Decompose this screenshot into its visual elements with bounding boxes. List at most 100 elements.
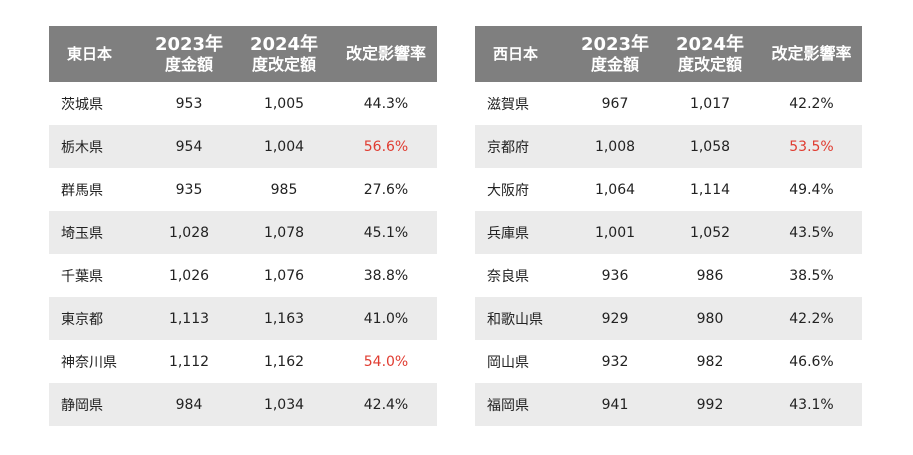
amount-2024-cell: 1,052 xyxy=(659,211,761,254)
header-2024-revised: 2024年 度改定額 xyxy=(659,26,761,82)
amount-2023-cell: 984 xyxy=(145,383,233,426)
amount-2023-cell: 1,026 xyxy=(168,267,210,284)
prefecture-cell: 滋賀県 xyxy=(487,96,529,113)
amount-2023-cell: 1,028 xyxy=(145,211,233,254)
prefecture-cell: 大阪府 xyxy=(487,182,529,199)
east-table-body: 茨城県 953 1,005 44.3% 栃木県 954 1,004 56.6% 群馬県 935 98… xyxy=(49,82,437,426)
header-2024-revised: 2024年 度改定額 xyxy=(233,26,335,82)
prefecture-cell: 奈良県 xyxy=(487,268,529,285)
table-header-row: 西日本 2023年 度金額 2024年 度改定額 改定影響率 xyxy=(475,26,862,82)
table-row: 大阪府 1,064 1,114 49.4% xyxy=(475,168,862,211)
east-japan-table: 東日本 2023年 度金額 2024年 度改定額 改定影響率 茨城県 953 1,0… xyxy=(49,26,437,426)
header-2024-line1: 2024年 xyxy=(249,34,319,55)
impact-rate-cell: 56.6% xyxy=(335,125,437,168)
header-2023-amount: 2023年 度金額 xyxy=(145,26,233,82)
impact-rate-cell: 38.8% xyxy=(363,267,409,284)
amount-2024-cell: 980 xyxy=(659,297,761,340)
table-row: 兵庫県 1,001 1,052 43.5% xyxy=(475,211,862,254)
table-row: 群馬県 935 985 27.6% xyxy=(49,168,437,211)
prefecture-cell: 兵庫県 xyxy=(475,211,571,254)
amount-2023-cell: 936 xyxy=(601,267,629,284)
table-row: 和歌山県 929 980 42.2% xyxy=(475,297,862,340)
amount-2024-cell: 1,163 xyxy=(233,297,335,340)
impact-rate-cell: 53.5% xyxy=(761,125,862,168)
amount-2023-cell: 953 xyxy=(175,95,203,112)
amount-2023-cell: 1,001 xyxy=(571,211,659,254)
impact-rate-cell: 45.1% xyxy=(335,211,437,254)
table-row: 静岡県 984 1,034 42.4% xyxy=(49,383,437,426)
prefecture-cell: 和歌山県 xyxy=(475,297,571,340)
impact-rate-cell: 49.4% xyxy=(789,181,834,198)
amount-2024-cell: 985 xyxy=(270,181,298,198)
table-row: 滋賀県 967 1,017 42.2% xyxy=(475,82,862,125)
impact-rate-cell: 44.3% xyxy=(363,95,409,112)
west-table-body: 滋賀県 967 1,017 42.2% 京都府 1,008 1,058 53.5% 大阪府 1,0… xyxy=(475,82,862,426)
table-header-row: 東日本 2023年 度金額 2024年 度改定額 改定影響率 xyxy=(49,26,437,82)
amount-2024-cell: 1,058 xyxy=(659,125,761,168)
amount-2023-cell: 967 xyxy=(601,95,629,112)
prefecture-cell: 静岡県 xyxy=(49,383,145,426)
amount-2023-cell: 1,064 xyxy=(594,181,636,198)
header-2023-line2: 度金額 xyxy=(590,55,639,74)
amount-2024-cell: 1,078 xyxy=(233,211,335,254)
table-row: 神奈川県 1,112 1,162 54.0% xyxy=(49,340,437,383)
table-row: 埼玉県 1,028 1,078 45.1% xyxy=(49,211,437,254)
table-row: 茨城県 953 1,005 44.3% xyxy=(49,82,437,125)
table-row: 岡山県 932 982 46.6% xyxy=(475,340,862,383)
prefecture-cell: 福岡県 xyxy=(475,383,571,426)
amount-2024-cell: 1,004 xyxy=(233,125,335,168)
prefecture-cell: 群馬県 xyxy=(61,182,103,199)
amount-2024-cell: 986 xyxy=(696,267,724,284)
impact-rate-cell: 54.0% xyxy=(363,353,409,370)
header-impact-rate: 改定影響率 xyxy=(761,26,862,82)
amount-2024-cell: 1,017 xyxy=(689,95,731,112)
amount-2024-cell: 1,162 xyxy=(263,353,305,370)
prefecture-cell: 栃木県 xyxy=(49,125,145,168)
header-2023-line2: 度金額 xyxy=(164,55,213,74)
impact-rate-cell: 41.0% xyxy=(335,297,437,340)
table-row: 東京都 1,113 1,163 41.0% xyxy=(49,297,437,340)
header-2024-line2: 度改定額 xyxy=(251,55,316,74)
impact-rate-cell: 27.6% xyxy=(363,181,409,198)
amount-2023-cell: 929 xyxy=(571,297,659,340)
amount-2024-cell: 1,005 xyxy=(263,95,305,112)
header-2023-line1: 2023年 xyxy=(580,34,650,55)
amount-2024-cell: 1,076 xyxy=(263,267,305,284)
impact-rate-cell: 42.2% xyxy=(761,297,862,340)
header-2024-line1: 2024年 xyxy=(675,34,745,55)
amount-2023-cell: 941 xyxy=(571,383,659,426)
impact-rate-cell: 43.5% xyxy=(761,211,862,254)
amount-2024-cell: 1,034 xyxy=(233,383,335,426)
amount-2023-cell: 1,113 xyxy=(145,297,233,340)
amount-2024-cell: 982 xyxy=(696,353,724,370)
region-header-west: 西日本 xyxy=(475,26,571,82)
impact-rate-cell: 46.6% xyxy=(789,353,834,370)
table-row: 千葉県 1,026 1,076 38.8% xyxy=(49,254,437,297)
prefecture-cell: 茨城県 xyxy=(61,96,103,113)
prefecture-cell: 岡山県 xyxy=(487,354,529,371)
amount-2023-cell: 935 xyxy=(175,181,203,198)
west-japan-table: 西日本 2023年 度金額 2024年 度改定額 改定影響率 滋賀県 967 1,0… xyxy=(475,26,862,426)
impact-rate-cell: 42.4% xyxy=(335,383,437,426)
amount-2023-cell: 1,008 xyxy=(571,125,659,168)
table-row: 福岡県 941 992 43.1% xyxy=(475,383,862,426)
table-row: 栃木県 954 1,004 56.6% xyxy=(49,125,437,168)
impact-rate-cell: 43.1% xyxy=(761,383,862,426)
header-impact-rate: 改定影響率 xyxy=(335,26,437,82)
amount-2024-cell: 992 xyxy=(659,383,761,426)
prefecture-cell: 千葉県 xyxy=(61,268,103,285)
amount-2023-cell: 932 xyxy=(601,353,629,370)
table-row: 奈良県 936 986 38.5% xyxy=(475,254,862,297)
amount-2023-cell: 1,112 xyxy=(168,353,210,370)
header-2023-amount: 2023年 度金額 xyxy=(571,26,659,82)
table-row: 京都府 1,008 1,058 53.5% xyxy=(475,125,862,168)
region-header-east: 東日本 xyxy=(49,26,145,82)
impact-rate-cell: 42.2% xyxy=(789,95,834,112)
header-2023-line1: 2023年 xyxy=(154,34,224,55)
prefecture-cell: 神奈川県 xyxy=(61,354,117,371)
header-2024-line2: 度改定額 xyxy=(677,55,742,74)
prefecture-cell: 埼玉県 xyxy=(49,211,145,254)
amount-2023-cell: 954 xyxy=(145,125,233,168)
amount-2024-cell: 1,114 xyxy=(689,181,731,198)
prefecture-cell: 東京都 xyxy=(49,297,145,340)
